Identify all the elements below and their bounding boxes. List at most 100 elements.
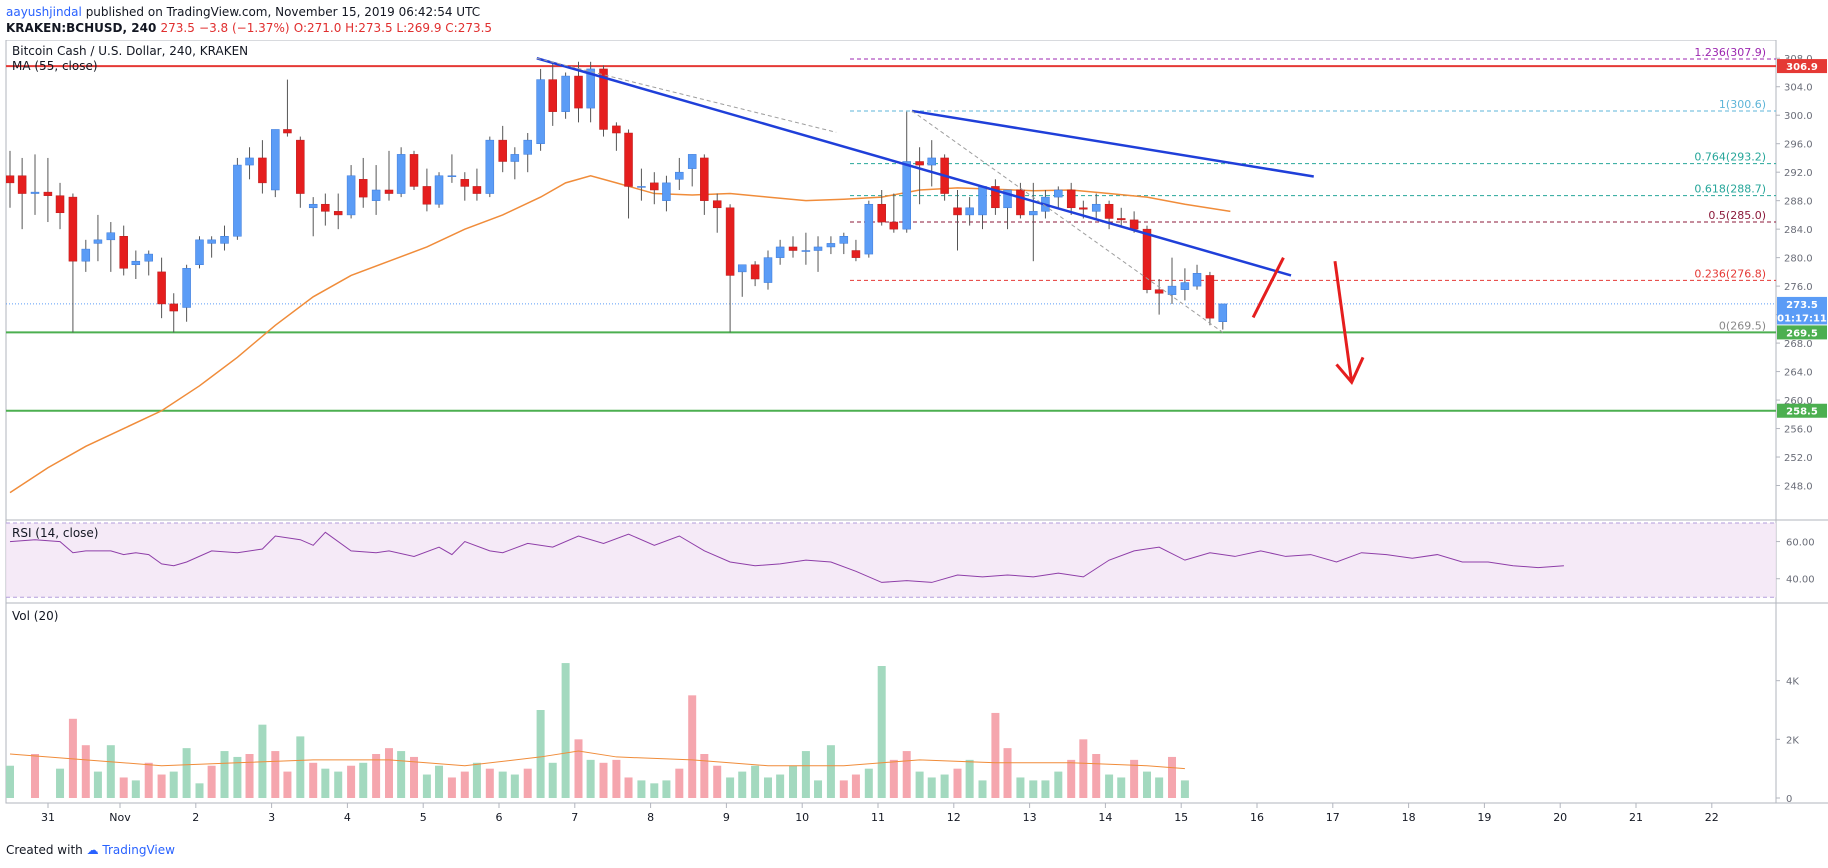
volume-bar-up xyxy=(1180,780,1189,798)
bull-candle xyxy=(233,164,242,237)
price-tick-label: 292.0 xyxy=(1784,168,1813,179)
bull-candle xyxy=(978,186,987,216)
volume-bar-up xyxy=(726,777,735,798)
volume-bar-down xyxy=(157,774,166,798)
bull-candle xyxy=(207,239,216,244)
volume-tick-label: 4K xyxy=(1786,677,1799,688)
bull-candle xyxy=(839,236,849,244)
bear-candle xyxy=(17,175,27,194)
footer: Created with ☁ TradingView xyxy=(6,843,175,857)
tradingview-logo-icon[interactable]: ☁ xyxy=(86,843,99,857)
bear-candle xyxy=(548,79,557,112)
price-label-box xyxy=(1777,325,1827,340)
fib-level-label: 0.236(276.8) xyxy=(1694,267,1766,280)
author-link[interactable]: aayushjindal xyxy=(6,5,82,19)
bull-candle xyxy=(826,243,836,248)
ma-55-line xyxy=(9,174,1231,494)
volume-bar-down xyxy=(347,765,356,798)
bull-candle xyxy=(195,239,204,266)
fib-level-label: 0.5(285.0) xyxy=(1708,209,1766,222)
volume-bar-down xyxy=(851,774,860,798)
bull-candle xyxy=(220,236,229,244)
bear-candle xyxy=(384,189,394,194)
volume-bar-down xyxy=(447,777,456,798)
bull-candle xyxy=(346,175,356,216)
volume-bar-down xyxy=(1079,739,1088,798)
time-tick-label: 21 xyxy=(1629,811,1643,824)
bear-candle xyxy=(1205,275,1215,319)
volume-bar-down xyxy=(953,768,962,798)
volume-bar-up xyxy=(169,771,178,798)
volume-bar-up xyxy=(131,780,140,798)
bear-candle xyxy=(409,154,419,187)
rsi-pane: 40.00 60.00 xyxy=(6,522,1815,598)
bull-candle xyxy=(737,264,747,273)
bear-candle xyxy=(1154,289,1164,294)
volume-bar-down xyxy=(991,712,1000,798)
bull-candle xyxy=(1054,189,1063,198)
volume-bar-up xyxy=(662,780,671,798)
bear-candle xyxy=(333,211,343,216)
bear-candle xyxy=(915,161,924,166)
bull-candle xyxy=(485,139,495,194)
volume-bar-up xyxy=(927,777,936,798)
volume-tick-label: 0 xyxy=(1786,794,1792,805)
volume-bar-down xyxy=(700,754,709,798)
bear-candle xyxy=(1142,228,1152,290)
bull-candle xyxy=(813,246,823,251)
bear-candle xyxy=(788,246,798,251)
volume-bar-down xyxy=(713,765,722,798)
horizontal-levels xyxy=(6,65,1776,412)
time-tick-label: 8 xyxy=(647,811,654,824)
bear-candle xyxy=(283,129,292,134)
volume-bar-down xyxy=(688,695,697,798)
time-tick-label: 13 xyxy=(1023,811,1037,824)
volume-bar-down xyxy=(271,751,280,798)
bear-candle xyxy=(6,175,15,184)
price-label-text: 306.9 xyxy=(1786,62,1818,73)
tradingview-link[interactable]: TradingView xyxy=(102,843,175,857)
bull-candle xyxy=(675,171,684,180)
trendlines xyxy=(536,57,1314,333)
volume-bar-up xyxy=(814,780,823,798)
bull-candle xyxy=(775,246,785,258)
time-tick-label: 2 xyxy=(192,811,199,824)
chart-canvas[interactable]: 248.0252.0256.0260.0264.0268.0272.0276.0… xyxy=(0,40,1828,848)
bear-candle xyxy=(472,186,482,194)
decline-arrow-head xyxy=(1335,356,1365,386)
volume-bar-up xyxy=(56,768,65,798)
trendline xyxy=(536,57,1292,277)
volume-bar-down xyxy=(372,754,381,798)
fib-level-label: 0(269.5) xyxy=(1719,319,1766,332)
bull-candle xyxy=(106,232,116,241)
fib-level-label: 1(300.6) xyxy=(1719,98,1766,111)
bull-candle xyxy=(1091,203,1101,212)
volume-bar-up xyxy=(435,765,444,798)
volume-bar-down xyxy=(410,756,419,798)
bull-candle xyxy=(586,68,595,109)
bear-candle xyxy=(119,236,128,269)
bull-candle xyxy=(864,203,874,255)
fib-level-label: 0.618(288.7) xyxy=(1694,183,1766,196)
bull-candle xyxy=(637,186,646,188)
bull-candle xyxy=(965,207,974,216)
bull-candle xyxy=(271,129,280,191)
bull-candle xyxy=(182,268,191,308)
time-tick-label: 7 xyxy=(571,811,578,824)
bull-candle xyxy=(662,182,671,201)
time-tick-label: 31 xyxy=(41,811,55,824)
time-axis: 31 Nov 2 3 4 5 6 7 8 9 10 11 12 13 14 15 16 17 18 19 20 21 22 xyxy=(41,803,1719,824)
volume-bar-down xyxy=(1168,756,1177,798)
volume-bar-up xyxy=(978,780,987,798)
bounce-arrow xyxy=(1251,256,1285,319)
bull-candle xyxy=(1167,285,1177,295)
bull-candle xyxy=(510,154,520,162)
rsi-legend: RSI (14, close) xyxy=(12,526,98,540)
bear-candle xyxy=(1066,189,1076,209)
price-labels: 306.9 273.5 01:17:11 269.5 258.5 xyxy=(1777,59,1827,418)
rsi-tick-label: 60.00 xyxy=(1786,538,1815,549)
volume-bar-down xyxy=(460,771,469,798)
price-tick-label: 264.0 xyxy=(1784,368,1813,379)
volume-bar-up xyxy=(93,771,102,798)
bear-candle xyxy=(700,157,709,201)
